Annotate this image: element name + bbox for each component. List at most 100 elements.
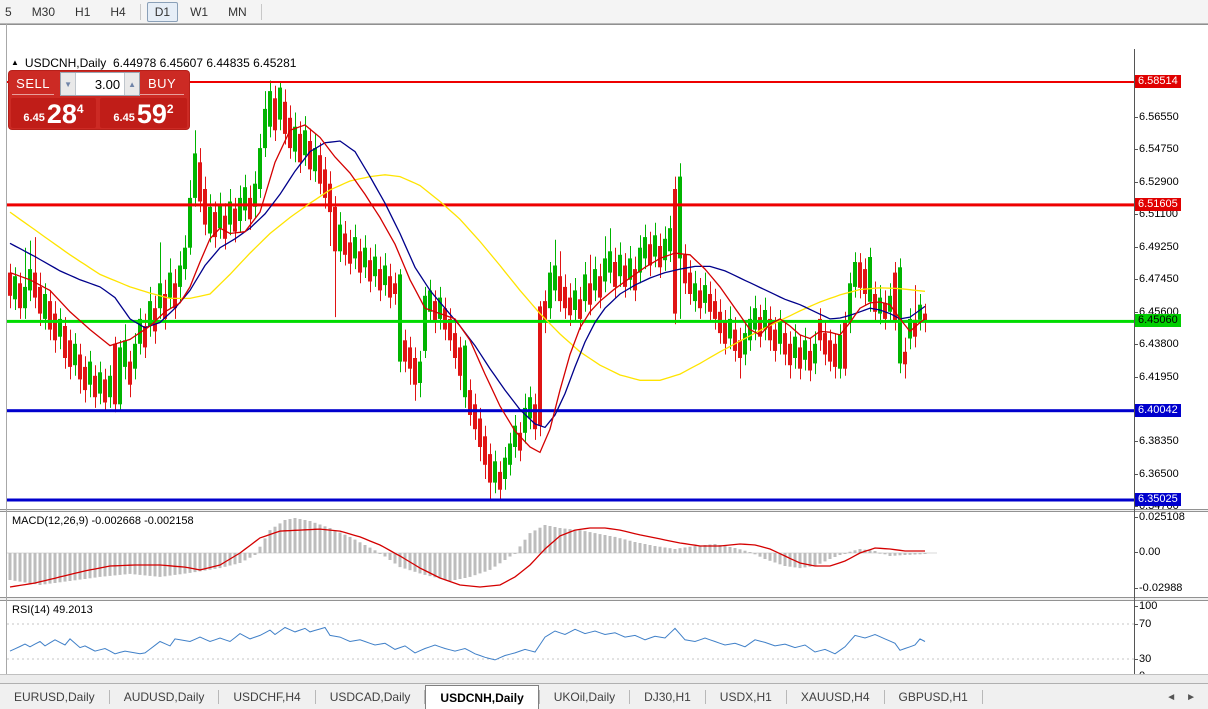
chart-ohlc-values: 6.44978 6.45607 6.44835 6.45281 — [112, 56, 297, 70]
macd-axis-tick-mark — [1134, 517, 1138, 518]
rsi-axis-tick-mark — [1134, 624, 1138, 625]
timeframe-button-m30[interactable]: M30 — [31, 4, 56, 19]
price-axis-tick-mark — [1134, 214, 1138, 215]
rsi-axis-label: 100 — [1139, 600, 1158, 612]
rsi-axis-label: 30 — [1139, 653, 1152, 665]
price-level-label: 6.45060 — [1135, 314, 1181, 327]
collapse-arrow-icon[interactable]: ▲ — [11, 58, 19, 67]
volume-input[interactable]: 3.00 — [94, 76, 121, 92]
chart-window: ▲ USDCNH,Daily 6.44978 6.45607 6.44835 6.… — [0, 24, 1208, 700]
tab-separator — [883, 690, 885, 704]
tab-separator — [629, 690, 631, 704]
macd-axis-label: 0.025108 — [1139, 511, 1185, 523]
price-axis-tick-label: 6.36500 — [1139, 468, 1179, 480]
sell-button[interactable]: SELL — [12, 73, 55, 95]
chart-tab-dj30[interactable]: DJ30,H1 — [644, 690, 691, 704]
price-axis-tick-mark — [1134, 247, 1138, 248]
volume-increase-button[interactable]: ▲ — [124, 73, 140, 95]
price-axis-tick-mark — [1134, 117, 1138, 118]
tab-separator — [218, 690, 220, 704]
buy-price-pip: 2 — [166, 102, 174, 116]
main-price-chart[interactable] — [7, 55, 1134, 509]
chart-symbol-label: USDCNH,Daily — [24, 56, 107, 70]
tab-scroll-right-icon[interactable]: ► — [1186, 691, 1196, 703]
buy-price-main: 59 — [136, 99, 167, 129]
chart-tab-gbpusd[interactable]: GBPUSD,H1 — [898, 690, 968, 704]
tab-separator — [424, 690, 426, 704]
rsi-axis-tick-mark — [1134, 659, 1138, 660]
tab-scroll-left-icon[interactable]: ◄ — [1166, 691, 1177, 703]
chart-tab-xauusd[interactable]: XAUUSD,H4 — [800, 690, 870, 704]
price-level-label: 6.35025 — [1135, 493, 1181, 506]
toolbar-separator — [139, 3, 141, 20]
toolbar-separator — [260, 3, 262, 20]
volume-decrease-button[interactable]: ▼ — [61, 73, 77, 95]
price-axis-tick-mark — [1134, 279, 1138, 280]
macd-axis-label: -0.02988 — [1139, 582, 1183, 594]
price-axis-tick-label: 6.52900 — [1139, 176, 1179, 188]
chart-tab-usdcnh[interactable]: USDCNH,Daily — [425, 685, 539, 709]
price-axis-tick-label: 6.43800 — [1139, 338, 1179, 350]
price-axis-tick-mark — [1134, 312, 1138, 313]
tab-separator — [314, 690, 316, 704]
chart-tab-audusd[interactable]: AUDUSD,Daily — [123, 690, 205, 704]
tab-separator — [108, 690, 110, 704]
timeframe-button-mn[interactable]: MN — [228, 4, 247, 19]
buy-price-quote[interactable]: 6.45 59 2 — [100, 98, 187, 128]
rsi-panel[interactable] — [7, 601, 1134, 681]
price-axis-tick-mark — [1134, 182, 1138, 183]
price-axis-tick-label: 6.49250 — [1139, 241, 1179, 253]
rsi-indicator-label: RSI(14) 49.2013 — [12, 604, 93, 616]
timeframe-button-h4[interactable]: H4 — [110, 4, 126, 19]
macd-axis-tick-mark — [1134, 588, 1138, 589]
volume-spinner: ▼ 3.00 ▲ — [60, 72, 141, 96]
price-axis-tick-mark — [1134, 377, 1138, 378]
tab-separator — [538, 690, 540, 704]
sell-price-quote[interactable]: 6.45 28 4 — [11, 98, 96, 128]
timeframe-button-h1[interactable]: H1 — [75, 4, 91, 19]
chart-tab-usdx[interactable]: USDX,H1 — [719, 690, 772, 704]
timeframe-toolbar: 5 M30 H1 H4 D1 W1 MN — [0, 0, 1208, 24]
tab-separator — [785, 690, 787, 704]
chart-title: ▲ USDCNH,Daily 6.44978 6.45607 6.44835 6.… — [11, 56, 296, 70]
price-axis-tick-mark — [1134, 441, 1138, 442]
macd-axis-label: 0.00 — [1139, 546, 1161, 558]
buy-button[interactable]: BUY — [140, 73, 184, 95]
price-axis-tick-mark — [1134, 506, 1138, 507]
horizontal-scrollbar[interactable] — [0, 674, 1208, 684]
timeframe-button-w1[interactable]: W1 — [190, 4, 209, 19]
timeframe-button-5[interactable]: 5 — [5, 4, 12, 19]
tab-nav: ◄ ► — [1166, 684, 1208, 709]
chart-tab-usdchf[interactable]: USDCHF,H4 — [233, 690, 301, 704]
price-axis-tick-label: 6.47450 — [1139, 273, 1179, 285]
rsi-axis-tick-mark — [1134, 606, 1138, 607]
one-click-trade-panel: SELL ▼ 3.00 ▲ BUY 6.45 28 4 6.45 59 2 — [9, 71, 189, 129]
price-axis-tick-label: 6.54750 — [1139, 143, 1179, 155]
macd-panel[interactable] — [7, 512, 1134, 596]
chart-tab-usdcad[interactable]: USDCAD,Daily — [329, 690, 411, 704]
price-axis-tick-mark — [1134, 474, 1138, 475]
price-level-label: 6.51605 — [1135, 198, 1181, 211]
sell-price-pip: 4 — [76, 102, 84, 116]
chart-tab-ukoil[interactable]: UKOil,Daily — [553, 690, 616, 704]
price-axis-tick-label: 6.41950 — [1139, 371, 1179, 383]
sell-price-prefix: 6.45 — [23, 112, 45, 124]
timeframe-button-d1[interactable]: D1 — [146, 1, 179, 22]
price-axis-tick-label: 6.38350 — [1139, 435, 1179, 447]
tab-separator — [981, 690, 983, 704]
sell-price-main: 28 — [46, 99, 77, 129]
rsi-axis-label: 70 — [1139, 618, 1152, 630]
buy-price-prefix: 6.45 — [113, 112, 135, 124]
price-axis-tick-mark — [1134, 149, 1138, 150]
macd-axis-tick-mark — [1134, 552, 1138, 553]
price-axis-tick-label: 6.56550 — [1139, 111, 1179, 123]
chart-tab-bar: EURUSD,Daily AUDUSD,Daily USDCHF,H4 USDCAD,… — [0, 683, 1208, 709]
price-level-label: 6.40042 — [1135, 404, 1181, 417]
chart-tab-eurusd[interactable]: EURUSD,Daily — [14, 690, 95, 704]
price-axis-tick-mark — [1134, 344, 1138, 345]
tab-separator — [704, 690, 706, 704]
price-axis-tick-label: 6.51100 — [1139, 208, 1178, 220]
macd-indicator-label: MACD(12,26,9) -0.002668 -0.002158 — [12, 515, 194, 527]
price-level-label: 6.58514 — [1135, 75, 1181, 88]
